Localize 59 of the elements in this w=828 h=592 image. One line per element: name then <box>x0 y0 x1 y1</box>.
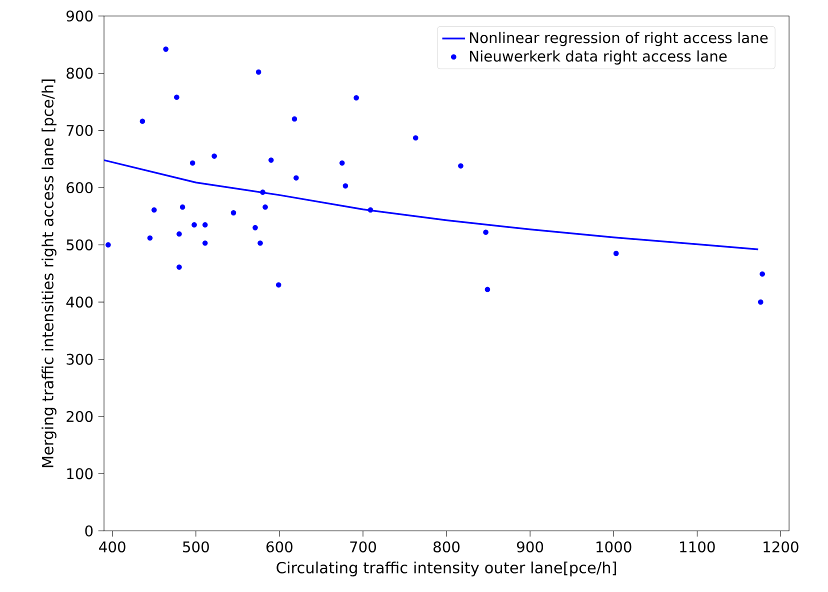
point <box>260 190 266 195</box>
x-tick-label: 1200 <box>764 541 798 552</box>
point <box>176 231 182 237</box>
y-tick-label: 900 <box>66 10 93 22</box>
point <box>354 95 359 100</box>
point <box>613 250 619 256</box>
x-tick-label: 700 <box>350 541 376 552</box>
y-tick-label: 800 <box>66 68 93 79</box>
point <box>292 116 298 122</box>
point <box>202 240 208 246</box>
x-axis-title: Circulating traffic intensity outer lane[pce/h] <box>276 562 616 576</box>
y-axis-title: Merging traffic intensities right access lane [pce/h] <box>42 80 56 468</box>
x-tick-label: 900 <box>516 541 544 552</box>
y-tick-label: 400 <box>66 296 93 308</box>
point <box>192 222 197 228</box>
point <box>412 135 418 141</box>
x-tick-label: 500 <box>183 541 209 552</box>
point <box>140 118 146 124</box>
point <box>174 94 180 100</box>
point <box>342 183 348 189</box>
x-tick-label: 1100 <box>680 541 715 552</box>
y-tick-label: 200 <box>66 410 93 422</box>
y-tick-label: 0 <box>85 525 93 536</box>
point <box>190 160 196 166</box>
point <box>256 69 262 75</box>
point <box>176 264 182 270</box>
point <box>484 286 490 292</box>
point <box>293 175 299 181</box>
y-tick-label: 100 <box>67 468 93 480</box>
x-tick-label: 800 <box>434 541 460 552</box>
point <box>458 163 464 169</box>
point <box>212 154 217 159</box>
point <box>760 271 765 277</box>
point <box>368 207 374 213</box>
point <box>252 225 258 230</box>
legend-label: Nonlinear regression of right access lane <box>470 32 768 46</box>
y-tick-label: 500 <box>66 239 93 250</box>
point <box>339 160 345 166</box>
y-tick-label: 700 <box>66 124 93 136</box>
point <box>262 204 268 210</box>
y-tick-label: 300 <box>66 354 93 365</box>
point <box>202 222 208 228</box>
point <box>483 230 488 235</box>
point <box>180 204 186 210</box>
x-tick-label: 400 <box>99 541 126 552</box>
x-tick-label: 1000 <box>596 541 632 552</box>
line-series <box>104 159 760 250</box>
point <box>258 240 263 246</box>
point <box>268 158 274 163</box>
point <box>151 207 157 213</box>
point <box>106 242 111 248</box>
legend-label: Nieuwerkerk data right access lane <box>470 50 727 65</box>
point <box>163 46 168 52</box>
point <box>276 282 282 288</box>
point <box>758 299 764 305</box>
y-tick-label: 600 <box>66 182 93 194</box>
x-tick-label: 600 <box>266 541 292 552</box>
point <box>147 235 153 241</box>
point <box>230 210 236 216</box>
